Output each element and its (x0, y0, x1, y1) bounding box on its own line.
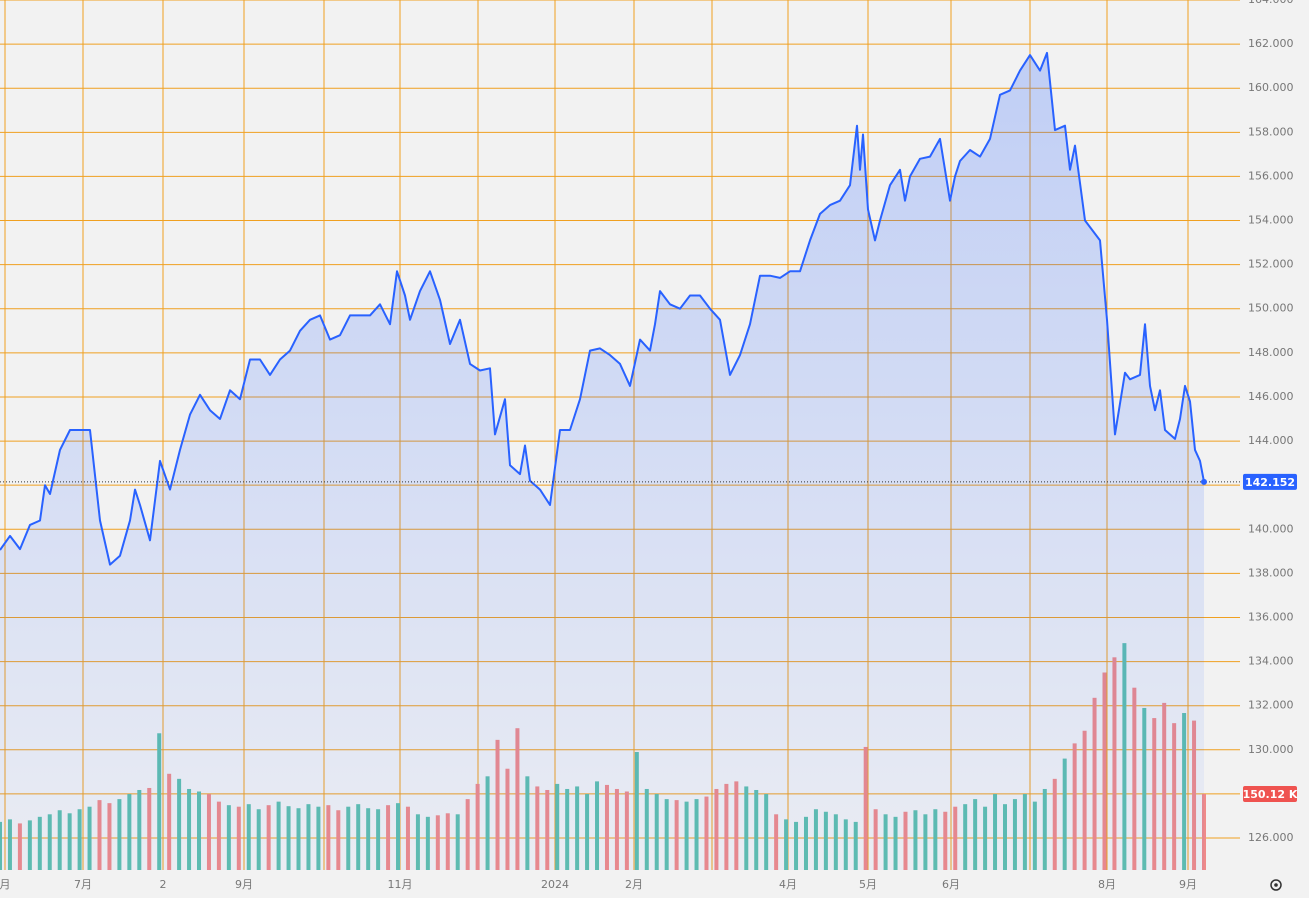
x-tick-label: 2024 (541, 878, 569, 891)
x-tick-label: 2月 (625, 878, 643, 891)
y-tick-label: 136.000 (1248, 610, 1294, 623)
y-tick-label: 148.000 (1248, 346, 1294, 359)
y-tick-label: 130.000 (1248, 743, 1294, 756)
last-price-label: 142.152 (1245, 476, 1295, 489)
y-tick-label: 160.000 (1248, 81, 1294, 94)
y-tick-label: 156.000 (1248, 169, 1294, 182)
last-price-dot (1201, 478, 1207, 485)
y-tick-label: 126.000 (1248, 831, 1294, 844)
y-tick-label: 144.000 (1248, 434, 1294, 447)
y-tick-label: 154.000 (1248, 214, 1294, 227)
price-line (0, 51, 1205, 566)
y-tick-label: 164.000 (1248, 0, 1294, 6)
settings-gear[interactable] (1270, 879, 1282, 891)
x-tick-label: 6月 (942, 878, 960, 891)
y-tick-label: 134.000 (1248, 655, 1294, 668)
volume-label: 150.12 K (1243, 788, 1298, 801)
x-tick-label: 9月 (235, 878, 253, 891)
last-price-badge (1243, 473, 1297, 490)
y-tick-label: 132.000 (1248, 699, 1294, 712)
y-tick-label: 158.000 (1248, 125, 1294, 138)
y-tick-label: 150.000 (1248, 302, 1294, 315)
settings-icon[interactable] (1270, 879, 1282, 891)
y-tick-label: 138.000 (1248, 566, 1294, 579)
y-tick-label: 146.000 (1248, 390, 1294, 403)
settings-dot[interactable] (1274, 883, 1278, 887)
x-tick-label: 8月 (1098, 878, 1116, 891)
x-tick-label: 5月 (859, 878, 877, 891)
x-tick-label: 4月 (779, 878, 797, 891)
x-tick-label: 月 (0, 878, 11, 891)
x-tick-label: 9月 (1179, 878, 1197, 891)
area (0, 52, 1204, 870)
y-tick-label: 162.000 (1248, 37, 1294, 50)
y-tick-label: 152.000 (1248, 258, 1294, 271)
x-tick-label: 11月 (388, 878, 413, 891)
y-tick-label: 140.000 (1248, 522, 1294, 535)
x-tick-label: 7月 (74, 878, 92, 891)
volume-badge (1243, 785, 1297, 802)
x-tick-label: 2 (160, 878, 167, 891)
